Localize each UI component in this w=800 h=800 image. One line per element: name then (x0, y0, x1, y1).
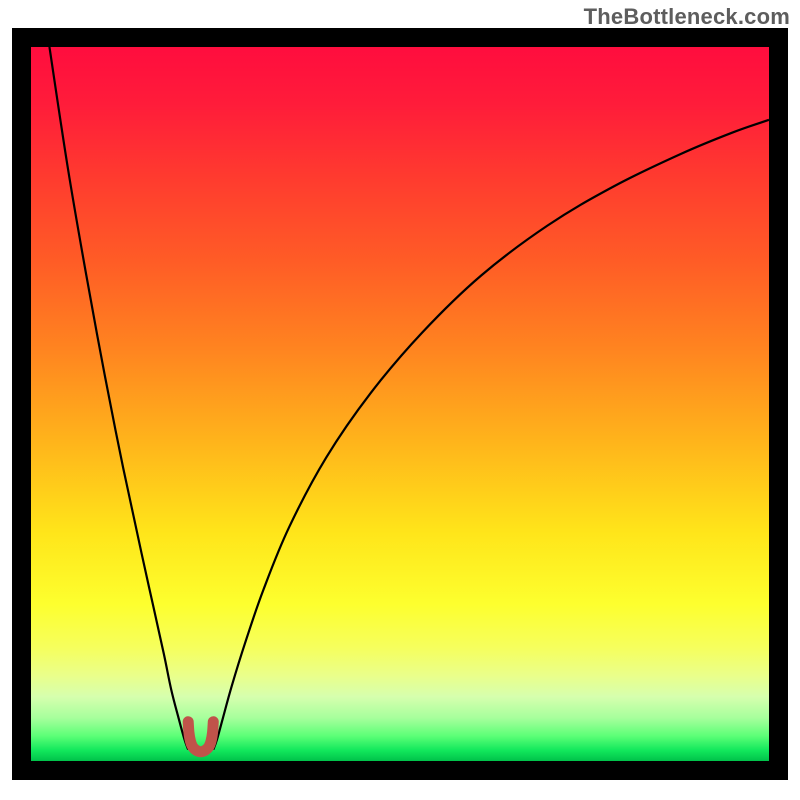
curve-right-ascending (213, 120, 769, 750)
chart-stage: TheBottleneck.com (0, 0, 800, 800)
chart-plot-svg (31, 47, 769, 761)
watermark-text: TheBottleneck.com (584, 4, 790, 30)
valley-bump (188, 722, 213, 752)
chart-outer-frame (12, 28, 788, 780)
curve-left-descending (49, 47, 188, 750)
